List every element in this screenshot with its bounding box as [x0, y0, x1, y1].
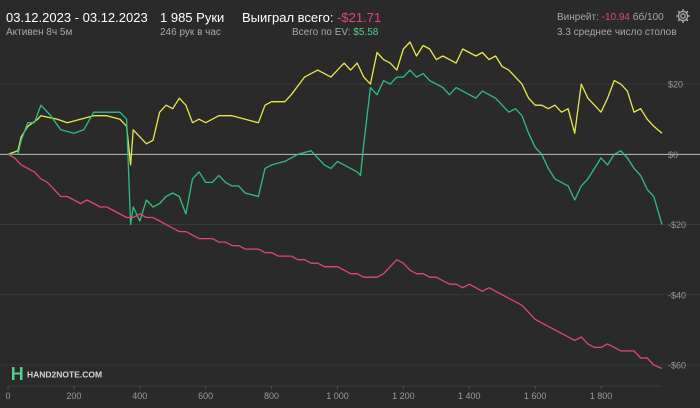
- x-tick-label: 1 600: [524, 391, 547, 401]
- series-lines: [7, 41, 663, 370]
- showdown-line: [7, 153, 663, 370]
- hands-count: 1 985 Руки: [160, 10, 225, 25]
- x-tick-label: 1 400: [458, 391, 481, 401]
- x-tick-label: 1 200: [392, 391, 415, 401]
- ev-value: $5.58: [353, 27, 379, 38]
- ev-total: Всего по EV: $5.58: [292, 27, 378, 38]
- active-time: Активен 8ч 5м: [6, 27, 73, 38]
- won-total: Выиграл всего: -$21.71: [242, 10, 381, 25]
- x-tick-label: 400: [132, 391, 147, 401]
- date-range: 03.12.2023 - 03.12.2023: [6, 10, 148, 25]
- gear-icon[interactable]: [676, 9, 690, 23]
- logo-text: HAND2NOTE.COM: [27, 370, 102, 380]
- x-tick-label: 1 000: [326, 391, 349, 401]
- hand2note-logo[interactable]: HAND2NOTE.COM: [12, 367, 102, 380]
- winrate-label: Винрейт:: [557, 12, 599, 23]
- hands-per-hour: 246 рук в час: [160, 27, 221, 38]
- hand2note-logo-icon: [12, 367, 23, 380]
- winrate-value: -10.94: [601, 12, 630, 23]
- x-tick-label: 800: [264, 391, 279, 401]
- y-tick-label: -$60: [668, 360, 686, 370]
- y-tick-label: -$20: [668, 220, 686, 230]
- ev-line: [7, 41, 663, 166]
- tables-average: 3.3 среднее число столов: [557, 27, 677, 38]
- y-tick-label: $20: [668, 80, 683, 90]
- grid-lines: [0, 83, 700, 366]
- winrate: Винрейт: -10.94 бб/100: [557, 12, 664, 23]
- ev-label: Всего по EV:: [292, 27, 351, 38]
- x-tick-label: 600: [198, 391, 213, 401]
- won-line: [8, 69, 663, 226]
- y-axis-ticks: $20 $0 -$20 -$40 -$60: [668, 80, 686, 371]
- won-value: -$21.71: [337, 10, 382, 25]
- x-axis-ticks: 0 200 400 600 800 1 000 1 200 1 400 1 600 1 800: [5, 385, 662, 401]
- x-tick-label: 0: [5, 391, 10, 401]
- y-tick-label: -$40: [668, 290, 686, 300]
- y-tick-label: $0: [668, 150, 678, 160]
- x-tick-label: 1 800: [590, 391, 613, 401]
- x-tick-label: 200: [66, 391, 81, 401]
- won-label: Выиграл всего:: [242, 10, 334, 25]
- winrate-unit: бб/100: [632, 12, 664, 23]
